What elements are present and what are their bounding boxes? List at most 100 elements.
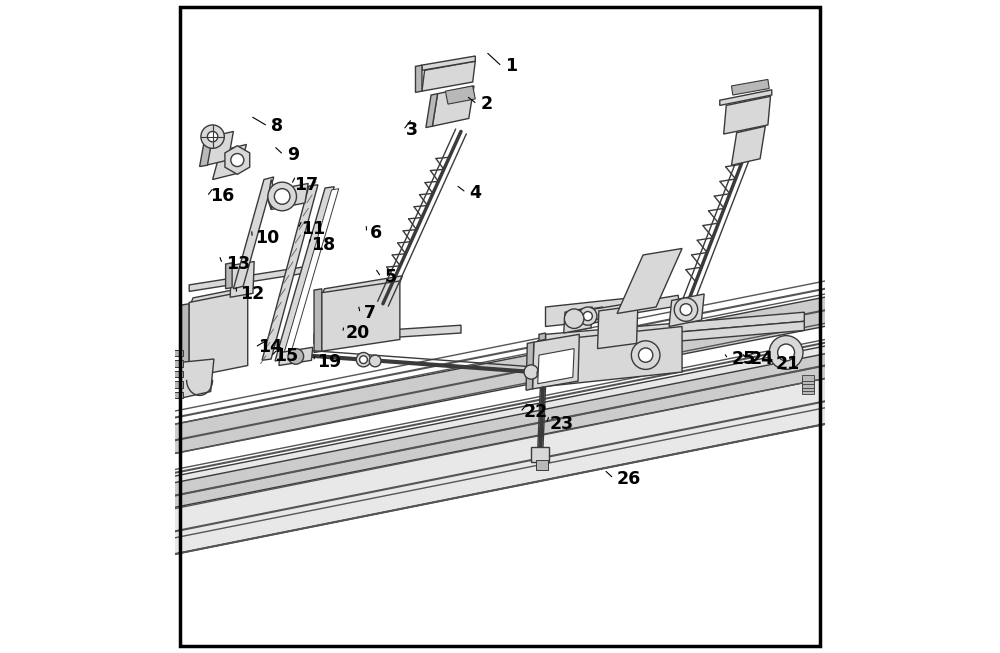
- Polygon shape: [142, 291, 858, 460]
- Text: 21: 21: [776, 355, 800, 374]
- Bar: [802, 381, 814, 388]
- Bar: [174, 371, 183, 377]
- Polygon shape: [724, 97, 770, 134]
- Polygon shape: [546, 298, 630, 326]
- Bar: [174, 350, 183, 357]
- Polygon shape: [426, 94, 438, 127]
- Text: 6: 6: [370, 224, 382, 242]
- Circle shape: [201, 125, 224, 148]
- Polygon shape: [322, 276, 402, 295]
- Text: 26: 26: [617, 470, 641, 488]
- Text: 19: 19: [317, 353, 341, 371]
- Polygon shape: [233, 177, 274, 289]
- Polygon shape: [189, 266, 305, 291]
- Polygon shape: [142, 340, 858, 560]
- Polygon shape: [583, 295, 679, 321]
- Polygon shape: [200, 136, 213, 167]
- Text: 23: 23: [549, 415, 574, 433]
- Polygon shape: [564, 307, 592, 333]
- Polygon shape: [189, 286, 252, 307]
- Text: 1: 1: [505, 57, 517, 75]
- Polygon shape: [538, 349, 574, 384]
- Circle shape: [778, 344, 795, 361]
- Polygon shape: [570, 307, 604, 326]
- Polygon shape: [669, 294, 704, 326]
- Polygon shape: [213, 144, 246, 180]
- Polygon shape: [225, 146, 250, 174]
- Polygon shape: [314, 333, 322, 343]
- Bar: [531, 447, 549, 462]
- Polygon shape: [415, 65, 422, 93]
- Polygon shape: [322, 325, 461, 342]
- Polygon shape: [279, 347, 313, 366]
- Polygon shape: [275, 187, 334, 361]
- Bar: [536, 460, 548, 470]
- Text: 10: 10: [256, 229, 280, 247]
- Polygon shape: [546, 321, 804, 353]
- Bar: [802, 388, 814, 394]
- Polygon shape: [314, 289, 322, 353]
- Text: 4: 4: [469, 183, 481, 202]
- Circle shape: [274, 189, 290, 204]
- Text: 22: 22: [523, 404, 548, 421]
- Circle shape: [360, 356, 367, 364]
- Polygon shape: [546, 312, 804, 343]
- Text: 7: 7: [363, 304, 375, 323]
- Bar: [802, 378, 814, 385]
- Bar: [802, 385, 814, 391]
- Text: 25: 25: [731, 350, 756, 368]
- Circle shape: [268, 182, 296, 211]
- Text: 2: 2: [480, 95, 493, 113]
- Polygon shape: [262, 185, 318, 360]
- Text: 15: 15: [274, 347, 299, 366]
- Circle shape: [356, 353, 371, 367]
- Circle shape: [524, 365, 538, 379]
- Polygon shape: [268, 180, 274, 210]
- Text: 17: 17: [295, 176, 319, 194]
- Polygon shape: [282, 189, 339, 362]
- Circle shape: [638, 348, 653, 362]
- Text: 12: 12: [240, 285, 264, 303]
- Circle shape: [369, 355, 381, 367]
- Polygon shape: [142, 347, 858, 514]
- Polygon shape: [546, 326, 682, 387]
- Polygon shape: [422, 61, 475, 91]
- Text: 20: 20: [346, 324, 370, 342]
- Text: 24: 24: [750, 350, 774, 368]
- Circle shape: [579, 307, 597, 325]
- Bar: [174, 360, 183, 367]
- Circle shape: [769, 336, 803, 370]
- Polygon shape: [526, 342, 534, 390]
- Polygon shape: [181, 304, 189, 379]
- Polygon shape: [720, 90, 772, 105]
- Polygon shape: [617, 249, 682, 313]
- Circle shape: [231, 153, 244, 167]
- Bar: [174, 392, 183, 398]
- Polygon shape: [445, 86, 475, 104]
- Polygon shape: [322, 281, 400, 351]
- Polygon shape: [226, 263, 232, 289]
- Text: 14: 14: [258, 338, 282, 357]
- Circle shape: [674, 298, 698, 321]
- Polygon shape: [539, 333, 546, 354]
- Polygon shape: [271, 183, 308, 210]
- Polygon shape: [230, 261, 254, 297]
- Text: 13: 13: [226, 255, 250, 273]
- Polygon shape: [422, 56, 475, 71]
- Text: 8: 8: [271, 118, 283, 135]
- Circle shape: [583, 311, 592, 321]
- Text: 11: 11: [301, 220, 325, 238]
- Polygon shape: [731, 80, 769, 95]
- Text: 3: 3: [406, 121, 418, 139]
- Text: 16: 16: [210, 187, 234, 206]
- Circle shape: [288, 349, 304, 364]
- Text: 9: 9: [287, 146, 299, 164]
- Circle shape: [631, 341, 660, 370]
- Polygon shape: [598, 306, 638, 349]
- Polygon shape: [432, 86, 474, 126]
- Polygon shape: [189, 291, 248, 377]
- Polygon shape: [533, 334, 579, 389]
- Polygon shape: [538, 340, 546, 388]
- Polygon shape: [731, 126, 765, 165]
- Circle shape: [564, 309, 584, 328]
